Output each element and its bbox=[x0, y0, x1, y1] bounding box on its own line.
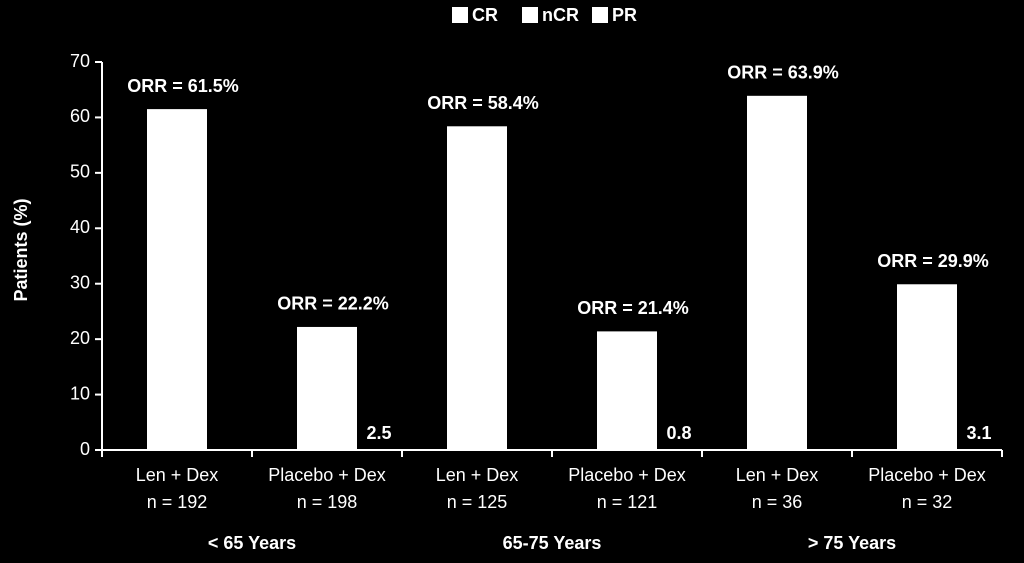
value-label: ORR = 29.9% bbox=[877, 251, 989, 271]
y-tick-label: 20 bbox=[70, 328, 90, 348]
value-label: ORR = 21.4% bbox=[577, 298, 689, 318]
group-label: 65-75 Years bbox=[503, 533, 602, 553]
y-tick-label: 70 bbox=[70, 51, 90, 71]
group-label: < 65 Years bbox=[208, 533, 296, 553]
value-label: ORR = 63.9% bbox=[727, 63, 839, 83]
y-axis-label: Patients (%) bbox=[11, 198, 31, 301]
value-label: ORR = 22.2% bbox=[277, 294, 389, 314]
x-tick-sublabel: n = 32 bbox=[902, 492, 953, 512]
x-tick-label: Placebo + Dex bbox=[868, 465, 986, 485]
annotation: 3.1 bbox=[966, 423, 991, 443]
group-label: > 75 Years bbox=[808, 533, 896, 553]
legend-label: CR bbox=[472, 5, 498, 25]
x-tick-label: Placebo + Dex bbox=[268, 465, 386, 485]
legend-label: PR bbox=[612, 5, 637, 25]
value-label: ORR = 58.4% bbox=[427, 93, 539, 113]
bar bbox=[747, 95, 807, 450]
x-tick-label: Len + Dex bbox=[136, 465, 219, 485]
bar bbox=[897, 284, 957, 450]
x-tick-sublabel: n = 198 bbox=[297, 492, 358, 512]
x-tick-label: Len + Dex bbox=[436, 465, 519, 485]
y-tick-label: 10 bbox=[70, 383, 90, 403]
legend-swatch bbox=[592, 7, 608, 23]
y-tick-label: 50 bbox=[70, 162, 90, 182]
bar bbox=[147, 109, 207, 450]
x-tick-label: Placebo + Dex bbox=[568, 465, 686, 485]
legend-swatch bbox=[522, 7, 538, 23]
x-tick-sublabel: n = 192 bbox=[147, 492, 208, 512]
y-tick-label: 0 bbox=[80, 439, 90, 459]
y-tick-label: 40 bbox=[70, 217, 90, 237]
bar bbox=[297, 326, 357, 450]
bar bbox=[447, 126, 507, 450]
legend-label: nCR bbox=[542, 5, 579, 25]
annotation: 2.5 bbox=[366, 423, 391, 443]
x-tick-sublabel: n = 36 bbox=[752, 492, 803, 512]
y-tick-label: 60 bbox=[70, 106, 90, 126]
bar bbox=[597, 331, 657, 450]
y-tick-label: 30 bbox=[70, 272, 90, 292]
legend-swatch bbox=[452, 7, 468, 23]
annotation: 0.8 bbox=[666, 423, 691, 443]
value-label: ORR = 61.5% bbox=[127, 76, 239, 96]
x-tick-sublabel: n = 121 bbox=[597, 492, 658, 512]
x-tick-label: Len + Dex bbox=[736, 465, 819, 485]
x-tick-sublabel: n = 125 bbox=[447, 492, 508, 512]
